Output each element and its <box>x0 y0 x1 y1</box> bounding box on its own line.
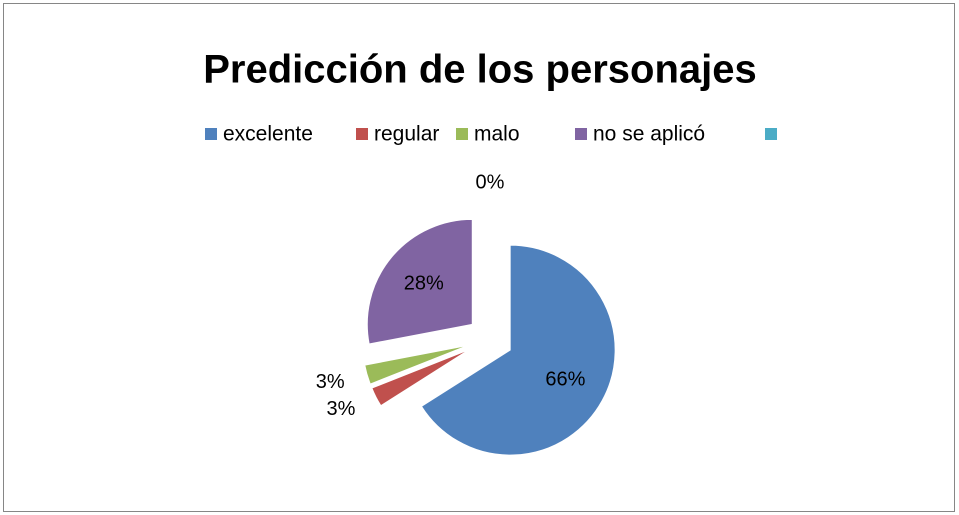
pie-slice <box>371 348 470 407</box>
pie-slice <box>420 244 616 456</box>
data-label: 66% <box>545 369 585 391</box>
chart-title: Predicción de los personajes <box>203 48 757 92</box>
pie-slice <box>364 344 469 385</box>
legend-label: regular <box>374 123 439 146</box>
data-label: 0% <box>476 171 505 193</box>
legend-swatch <box>356 128 368 140</box>
legend-label: no se aplicó <box>593 123 705 146</box>
data-label: 3% <box>327 398 356 420</box>
legend-label: malo <box>474 123 520 146</box>
data-label: 28% <box>404 272 444 294</box>
pie-slice <box>366 218 473 345</box>
legend-swatch <box>575 128 587 140</box>
legend-swatch <box>205 128 217 140</box>
legend-label: excelente <box>223 123 313 146</box>
legend-swatch <box>765 128 777 140</box>
data-label: 3% <box>316 371 345 393</box>
legend-swatch <box>456 128 468 140</box>
